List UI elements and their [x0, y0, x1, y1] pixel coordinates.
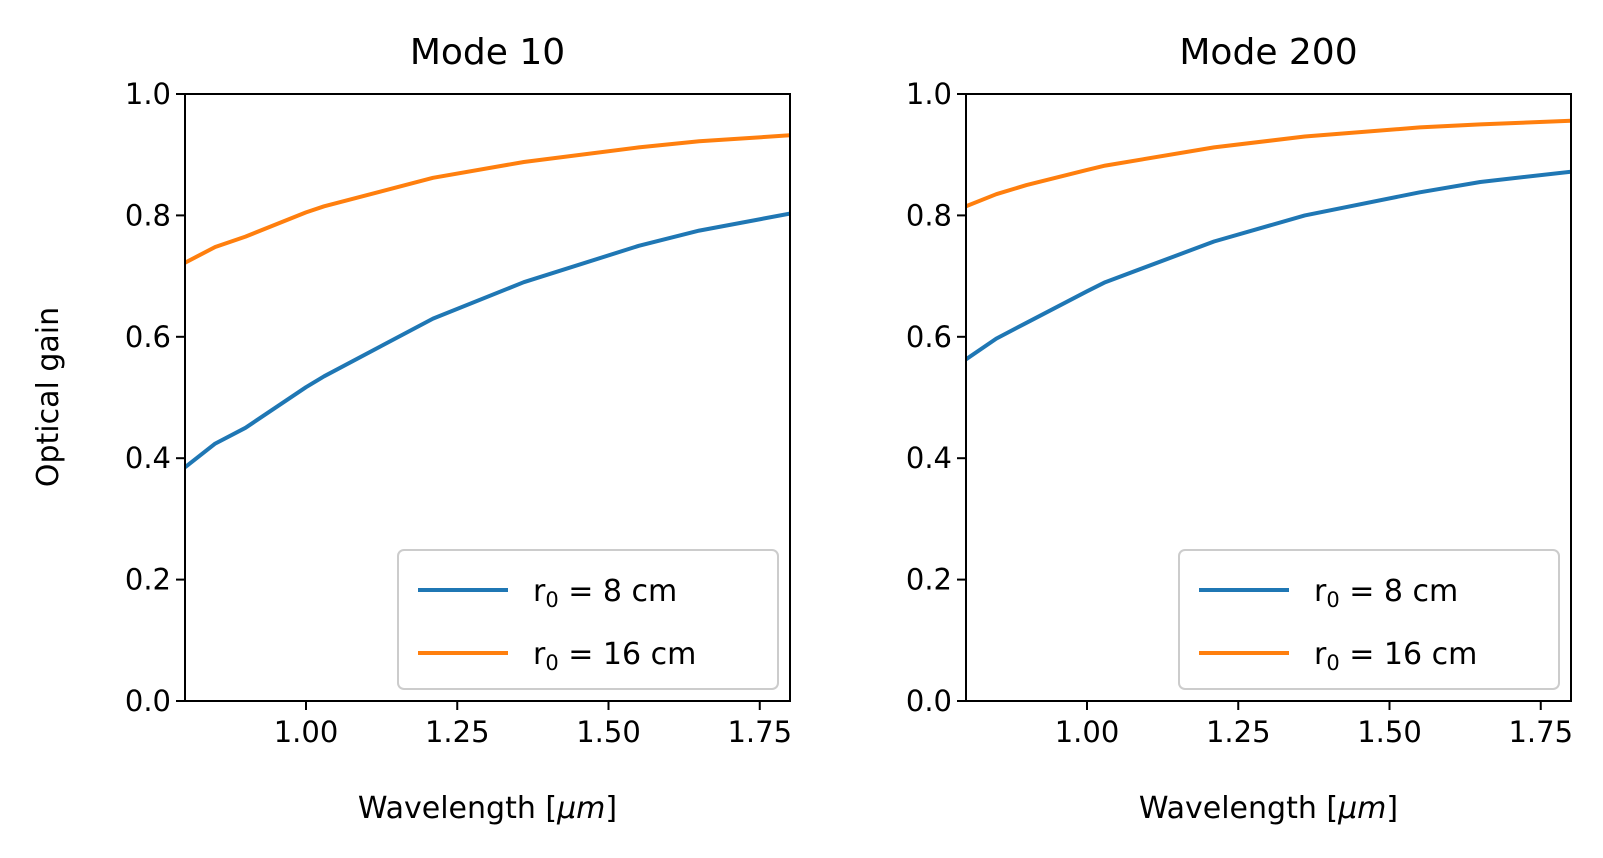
series-line-r0-16cm: [185, 133, 790, 265]
legend-label-base: r: [1314, 637, 1327, 672]
x-tick-label: 1.50: [576, 715, 641, 749]
series-line-r0-8cm: [185, 211, 790, 469]
chart-title: Mode 10: [410, 32, 565, 73]
y-axis-label: Optical gain: [31, 307, 66, 487]
x-axis-label-unit: μm: [556, 791, 605, 826]
legend-label-rest: = 8 cm: [1340, 574, 1459, 609]
y-tick-label: 0.2: [906, 563, 952, 597]
legend-label-base: r: [533, 574, 546, 609]
x-tick-label: 1.75: [727, 715, 792, 749]
x-axis-label: Wavelength [μm]: [1139, 791, 1398, 826]
x-axis-label-text: Wavelength [: [1139, 791, 1338, 826]
y-tick-label: 1.0: [125, 77, 171, 111]
legend-label-rest: = 8 cm: [559, 574, 678, 609]
x-tick-label: 1.00: [1055, 715, 1120, 749]
axes-frame: [965, 93, 1572, 702]
legend-label-base: r: [533, 637, 546, 672]
y-tick-label: 0.6: [906, 320, 952, 354]
legend-label-rest: = 16 cm: [1340, 637, 1478, 672]
legend-label-sub: 0: [545, 588, 558, 612]
axes-frame: [184, 93, 791, 702]
legend-label-r0-8cm: r0 = 8 cm: [1314, 574, 1458, 612]
x-tick-label: 1.00: [274, 715, 339, 749]
legend-label-sub: 0: [1326, 651, 1339, 675]
x-axis-label-close: ]: [605, 791, 617, 826]
x-tick-label: 1.25: [425, 715, 490, 749]
series-line-r0-8cm: [966, 169, 1571, 361]
chart-panel-1: 0.0 0.2 0.4 0.6 0.8 1.0 1.00 1.25 1.50 1.75 Mode 1…: [125, 32, 792, 826]
legend-label-sub: 0: [1326, 588, 1339, 612]
y-tick-label: 0.6: [125, 320, 171, 354]
x-axis-label-text: Wavelength [: [358, 791, 557, 826]
series-line-r0-16cm: [966, 118, 1571, 209]
y-tick-label: 0.4: [125, 441, 171, 475]
y-tick-label: 0.4: [906, 441, 952, 475]
x-axis-label: Wavelength [μm]: [358, 791, 617, 826]
legend-label-r0-8cm: r0 = 8 cm: [533, 574, 677, 612]
y-tick-label: 0.8: [906, 198, 952, 232]
legend-label-base: r: [1314, 574, 1327, 609]
y-tick-label: 0.0: [125, 684, 171, 718]
y-tick-label: 1.0: [906, 77, 952, 111]
chart-panel-2: 0.0 0.2 0.4 0.6 0.8 1.0 1.00 1.25 1.50 1.75 Mode 2…: [906, 32, 1573, 826]
x-tick-label: 1.75: [1508, 715, 1573, 749]
x-tick-label: 1.50: [1357, 715, 1422, 749]
x-axis-label-unit: μm: [1337, 791, 1386, 826]
x-axis-label-close: ]: [1386, 791, 1398, 826]
x-tick-label: 1.25: [1206, 715, 1271, 749]
y-tick-label: 0.2: [125, 563, 171, 597]
chart-title: Mode 200: [1179, 32, 1357, 73]
y-tick-label: 0.0: [906, 684, 952, 718]
legend-label-rest: = 16 cm: [559, 637, 697, 672]
legend-label-sub: 0: [545, 651, 558, 675]
legend-label-r0-16cm: r0 = 16 cm: [533, 637, 696, 675]
legend-label-r0-16cm: r0 = 16 cm: [1314, 637, 1477, 675]
y-tick-label: 0.8: [125, 198, 171, 232]
